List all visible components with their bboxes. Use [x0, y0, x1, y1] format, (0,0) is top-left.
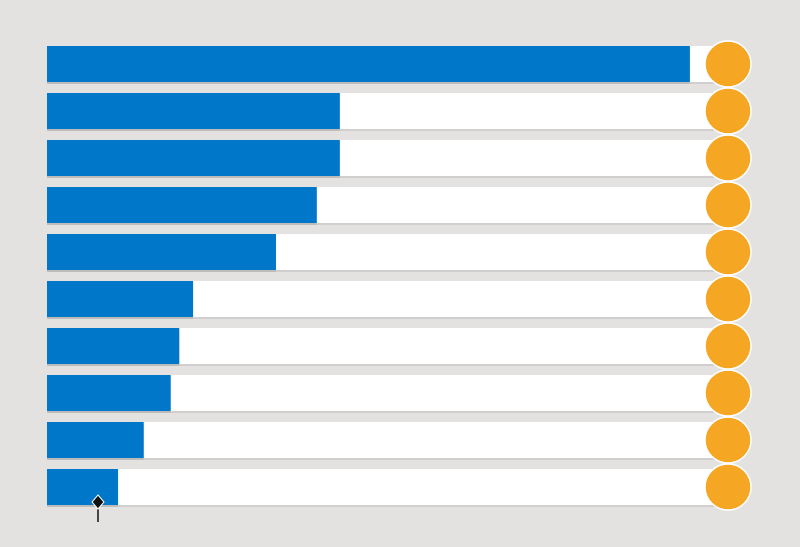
track: [47, 422, 740, 458]
bar: [47, 328, 180, 364]
rows: [47, 40, 752, 511]
row-badge: [704, 134, 752, 182]
bar: [47, 93, 340, 129]
row-badge: [704, 416, 752, 464]
bar: [47, 281, 194, 317]
row-badge: [704, 369, 752, 417]
bar: [47, 422, 144, 458]
bar: [47, 187, 317, 223]
bar: [47, 469, 119, 505]
bar: [47, 46, 690, 82]
track: [47, 469, 740, 505]
row-badge: [704, 228, 752, 276]
bar: [47, 234, 276, 270]
bar: [47, 140, 340, 176]
pointer-marker: [91, 494, 105, 510]
row-badge: [704, 87, 752, 135]
bar: [47, 375, 171, 411]
row-badge: [704, 40, 752, 88]
row-badge: [704, 181, 752, 229]
row-badge: [704, 463, 752, 511]
row-badge: [704, 322, 752, 370]
row-badge: [704, 275, 752, 323]
